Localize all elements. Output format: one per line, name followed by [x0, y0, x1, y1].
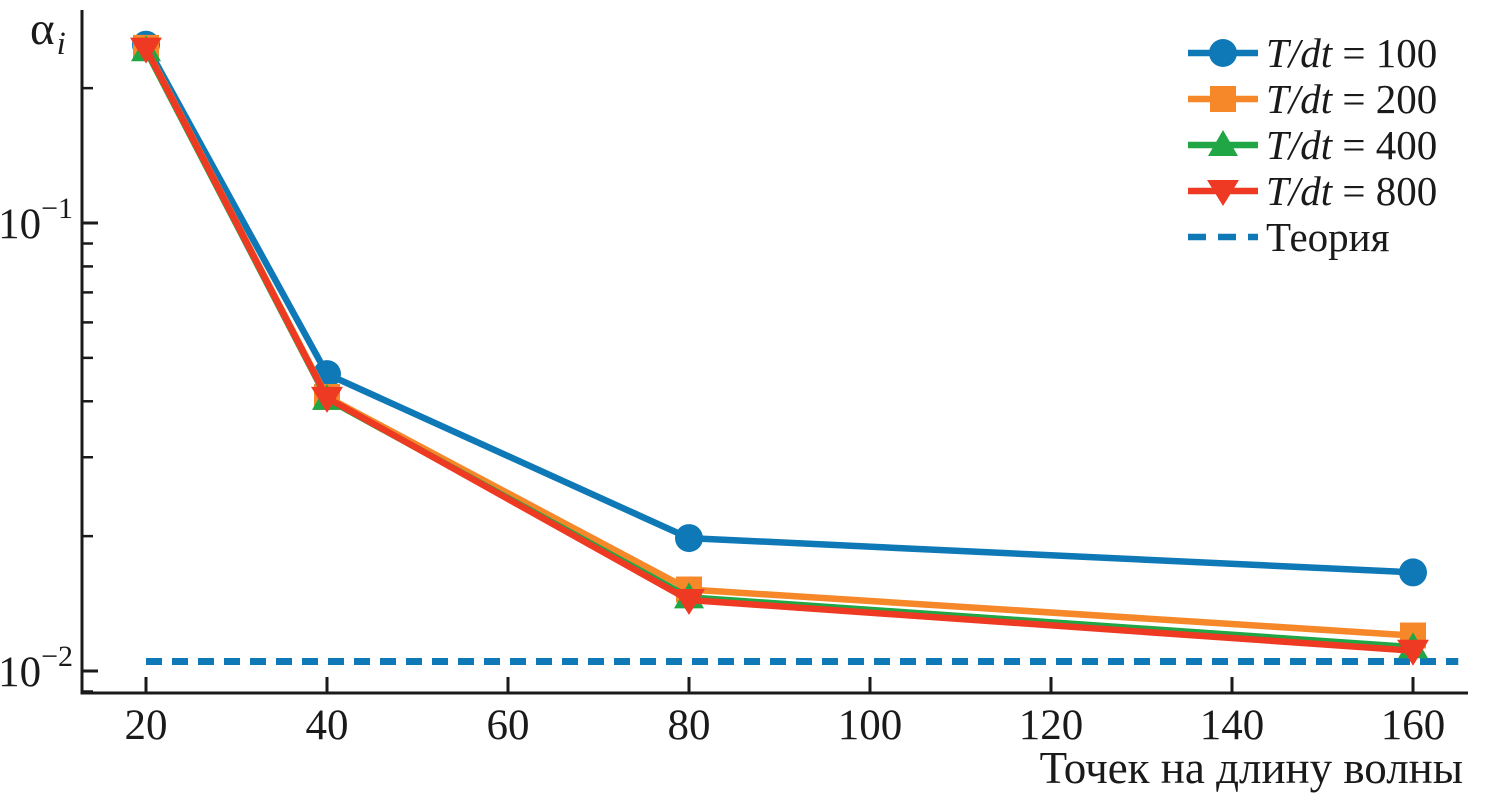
triangle-up-marker: [1208, 130, 1238, 156]
x-tick-label: 40: [306, 702, 349, 749]
x-axis-label: Точек на длину волны: [1039, 743, 1463, 793]
legend-item: T/dt = 100: [1188, 30, 1437, 76]
y-axis-label-symbol: α: [30, 3, 55, 55]
triangle-down-marker: [130, 37, 162, 64]
x-axis: 20 40 60 80 100 120 140 160: [125, 677, 1446, 749]
legend-label: T/dt = 200: [1266, 76, 1437, 122]
legend-label: T/dt = 400: [1266, 122, 1437, 168]
triangle-down-marker: [673, 589, 705, 616]
legend-item: T/dt = 200: [1188, 76, 1437, 122]
triangle-down-marker: [311, 386, 343, 413]
triangle-down-marker: [1397, 639, 1429, 666]
x-tick-label: 160: [1381, 702, 1446, 749]
y-axis: 10−1 10−2: [0, 86, 98, 696]
x-tick-label: 20: [125, 702, 168, 749]
legend-item: T/dt = 400: [1188, 122, 1437, 168]
x-tick-label: 100: [838, 702, 903, 749]
axis-spine: [80, 10, 1468, 695]
legend-item: T/dt = 800: [1188, 168, 1437, 214]
y-tick-label: 10−2: [0, 640, 73, 696]
triangle-down-marker: [1207, 180, 1239, 206]
legend-label: T/dt = 800: [1266, 168, 1437, 214]
square-marker: [1210, 86, 1236, 112]
y-axis-label-subscript: i: [56, 26, 66, 62]
circle-marker: [1399, 558, 1427, 587]
series-line: [142, 45, 1417, 654]
legend-label: Теория: [1266, 214, 1390, 260]
y-tick-label: 10−1: [0, 192, 73, 248]
x-tick-label: 120: [1019, 702, 1084, 749]
circle-marker: [675, 524, 703, 553]
legend-item-theory: Теория: [1188, 214, 1390, 260]
series-t-dt-200: [133, 34, 1426, 649]
y-axis-label: αi: [30, 3, 66, 61]
series-t-dt-100: [132, 30, 1427, 587]
x-tick-label: 60: [487, 702, 530, 749]
x-tick-label: 80: [668, 702, 711, 749]
series-t-dt-800: [130, 37, 1429, 666]
series-line: [142, 41, 1417, 576]
circle-marker: [1209, 39, 1237, 67]
x-tick-label: 140: [1200, 702, 1265, 749]
legend-label: T/dt = 100: [1266, 30, 1437, 76]
